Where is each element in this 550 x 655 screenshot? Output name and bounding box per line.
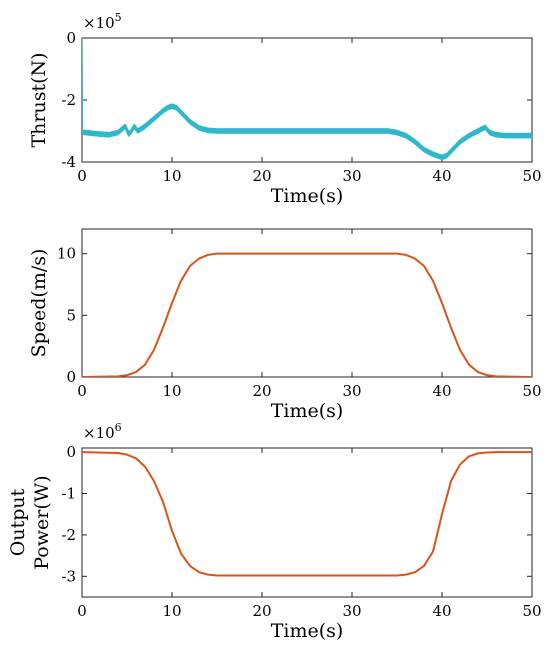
series-line (82, 451, 532, 577)
chart-panel-3: 0 10 20 30 40 50 -3 -2 -1 0 Time(s) Output Power(W) ×… (7, 421, 542, 642)
x-tick-label: 30 (342, 602, 361, 620)
plot-frame (81, 447, 533, 598)
x-axis-label: Time(s) (271, 620, 344, 642)
x-tick-label: 40 (432, 602, 451, 620)
chart-panel-1: 0 10 20 30 40 50 -4 -2 0 Time(s) Thrust(N) ×105 (28, 11, 542, 207)
axis-exponent: ×105 (83, 11, 122, 32)
axis-exponent-base: ×10 (83, 14, 115, 32)
y-tick-label: 0 (66, 368, 76, 386)
y-tick-label: -4 (61, 153, 76, 171)
y-tick-label: -2 (61, 526, 76, 544)
y-axis-label: Output (7, 488, 29, 556)
x-tick-label: 0 (77, 382, 87, 400)
plot-frame (81, 228, 533, 378)
x-tick-label: 30 (342, 167, 361, 185)
x-tick-label: 30 (342, 382, 361, 400)
series-line (82, 38, 532, 161)
x-tick-label: 0 (77, 167, 87, 185)
x-tick-label: 10 (162, 167, 181, 185)
y-axis-label: Thrust(N) (28, 52, 50, 147)
series-line (82, 252, 532, 377)
x-tick-label: 0 (77, 602, 87, 620)
axis-exponent-power: 6 (115, 421, 122, 434)
y-tick-label: -3 (61, 567, 76, 585)
y-axis-label: Speed(m/s) (28, 249, 50, 358)
x-tick-label: 40 (432, 167, 451, 185)
series-center-line (82, 104, 532, 159)
plot-frame (81, 37, 533, 163)
x-tick-label: 20 (252, 602, 271, 620)
x-tick-label: 10 (162, 382, 181, 400)
x-axis-label: Time(s) (271, 185, 344, 207)
x-axis-label: Time(s) (271, 400, 344, 422)
chart-panel-2: 0 10 20 30 40 50 0 5 10 Time(s) Speed(m/s) (28, 228, 542, 422)
x-tick-label: 50 (522, 602, 541, 620)
y-tick-label: 0 (66, 29, 76, 47)
axis-exponent-power: 5 (115, 11, 122, 24)
y-tick-label: 0 (66, 443, 76, 461)
axis-exponent: ×106 (83, 421, 122, 442)
y-tick-label: 10 (57, 245, 76, 263)
y-tick-label: -2 (61, 91, 76, 109)
y-axis-label: Power(W) (31, 475, 53, 569)
axis-exponent-base: ×10 (83, 424, 115, 442)
x-tick-label: 10 (162, 602, 181, 620)
x-tick-label: 40 (432, 382, 451, 400)
x-tick-label: 50 (522, 382, 541, 400)
y-tick-label: -1 (61, 485, 76, 503)
x-tick-label: 50 (522, 167, 541, 185)
x-tick-label: 20 (252, 382, 271, 400)
x-tick-label: 20 (252, 167, 271, 185)
y-tick-label: 5 (66, 306, 76, 324)
